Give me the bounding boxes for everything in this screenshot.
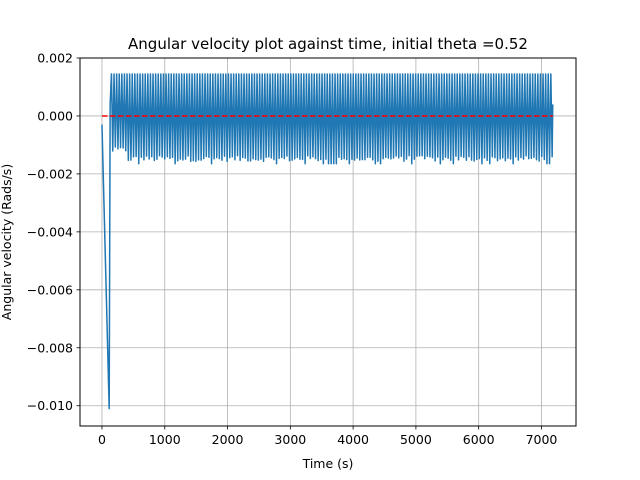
series-layer <box>101 73 554 410</box>
y-tick-label: 0.000 <box>37 108 73 123</box>
plot-frame <box>79 57 577 427</box>
x-tick-label: 5000 <box>400 432 432 447</box>
y-tick-label: 0.002 <box>37 51 73 66</box>
x-tick-label: 4000 <box>337 432 369 447</box>
y-axis-label: Angular velocity (Rads/s) <box>0 164 14 320</box>
y-tick-label: −0.004 <box>27 224 73 239</box>
y-tick-label: −0.002 <box>27 166 73 181</box>
x-tick-label: 6000 <box>463 432 495 447</box>
y-tick-label: −0.006 <box>27 282 73 297</box>
x-axis-label: Time (s) <box>302 456 354 471</box>
x-tick-label: 1000 <box>149 432 181 447</box>
x-tick-label: 3000 <box>274 432 306 447</box>
x-axis-ticks: 0 1000 2000 3000 4000 5000 6000 7000 <box>98 426 557 447</box>
y-axis-ticks: 0.002 0.000 −0.002 −0.004 −0.006 −0.008 −0.010 <box>27 51 80 413</box>
angular-velocity-line <box>101 73 554 410</box>
y-tick-label: −0.008 <box>27 340 73 355</box>
x-tick-label: 7000 <box>526 432 558 447</box>
x-tick-label: 0 <box>98 432 106 447</box>
x-tick-label: 2000 <box>212 432 244 447</box>
chart-title: Angular velocity plot against time, init… <box>128 35 528 53</box>
y-tick-label: −0.010 <box>27 398 73 413</box>
